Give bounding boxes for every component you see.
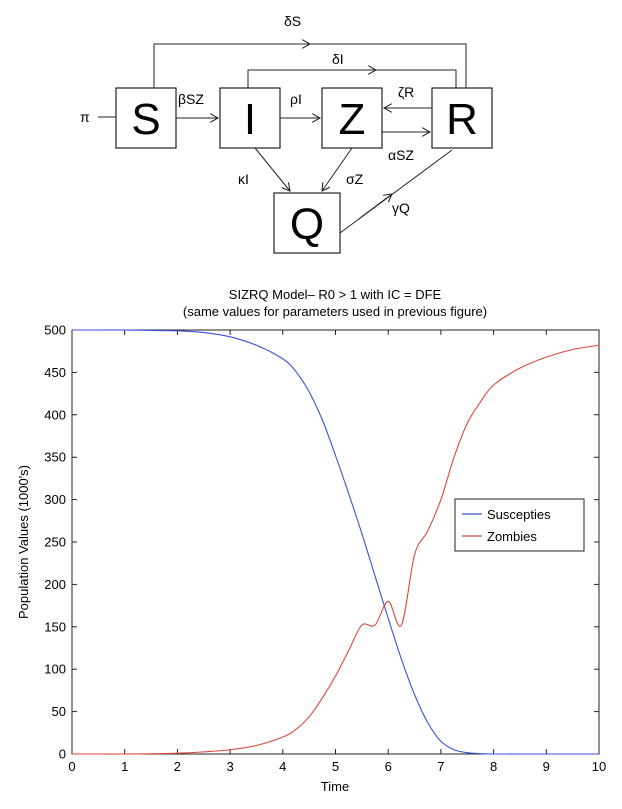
y-tick-label: 450 bbox=[44, 365, 66, 380]
rate-label-sigma-z: σZ bbox=[346, 171, 364, 187]
compartment-diagram: S I Z R Q bbox=[80, 13, 493, 254]
rate-label-zeta-r: ζR bbox=[398, 84, 414, 100]
node-box-r bbox=[431, 87, 493, 149]
y-tick-label: 350 bbox=[44, 450, 66, 465]
legend-label-suscepties: Suscepties bbox=[487, 507, 551, 522]
y-tick-label: 50 bbox=[52, 704, 66, 719]
x-tick-label: 8 bbox=[490, 759, 497, 774]
series-line-zombies bbox=[72, 344, 600, 755]
node-label-q: Q bbox=[290, 200, 324, 249]
x-tick-label: 2 bbox=[174, 759, 181, 774]
edge-sigma-z bbox=[322, 147, 353, 191]
y-tick-label: 150 bbox=[44, 619, 66, 634]
rate-label-rho-i: ρI bbox=[290, 91, 302, 107]
x-axis: 0 1 2 3 4 5 6 7 8 9 10 bbox=[68, 330, 606, 774]
x-tick-label: 6 bbox=[385, 759, 392, 774]
x-tick-label: 7 bbox=[437, 759, 444, 774]
chart-subtitle: (same values for parameters used in prev… bbox=[183, 304, 487, 319]
rate-label-gamma-q: γQ bbox=[392, 200, 410, 216]
node-label-i: I bbox=[244, 95, 256, 144]
rate-label-pi: π bbox=[80, 109, 90, 125]
edge-delta-s bbox=[153, 43, 467, 88]
legend-label-zombies: Zombies bbox=[487, 529, 537, 544]
edge-gamma-q bbox=[339, 149, 453, 234]
line-chart: SIZRQ Model– R0 > 1 with IC = DFE (same … bbox=[16, 287, 606, 794]
y-tick-label: 200 bbox=[44, 577, 66, 592]
x-tick-label: 5 bbox=[332, 759, 339, 774]
y-tick-label: 100 bbox=[44, 662, 66, 677]
legend-box bbox=[454, 498, 585, 552]
node-box-i bbox=[219, 87, 281, 149]
rate-label-kappa-i: κI bbox=[238, 171, 249, 187]
node-box-z bbox=[321, 87, 383, 149]
edge-kappa-i bbox=[254, 147, 290, 191]
legend: Suscepties Zombies bbox=[454, 498, 585, 552]
rate-label-delta-s: δS bbox=[284, 13, 301, 29]
node-label-z: Z bbox=[339, 95, 366, 144]
chart-title: SIZRQ Model– R0 > 1 with IC = DFE bbox=[229, 287, 442, 302]
rate-label-delta-i: δI bbox=[332, 51, 344, 67]
y-tick-label: 0 bbox=[59, 747, 66, 762]
x-axis-label: Time bbox=[321, 779, 349, 794]
y-tick-label: 500 bbox=[44, 323, 66, 338]
series-line-suscepties bbox=[72, 329, 599, 755]
y-tick-label: 300 bbox=[44, 492, 66, 507]
x-tick-label: 4 bbox=[279, 759, 286, 774]
node-label-r: R bbox=[446, 95, 478, 144]
edge-gamma-q-arrow bbox=[359, 194, 392, 219]
series-lines bbox=[72, 329, 600, 755]
rate-label-alpha-sz: αSZ bbox=[388, 147, 414, 163]
x-tick-label: 1 bbox=[121, 759, 128, 774]
x-tick-label: 10 bbox=[592, 759, 606, 774]
x-tick-label: 9 bbox=[543, 759, 550, 774]
edge-delta-i bbox=[247, 69, 457, 88]
x-tick-label: 0 bbox=[68, 759, 75, 774]
y-axis: 0 50 100 150 200 250 300 350 400 450 500 bbox=[44, 323, 599, 762]
y-tick-label: 250 bbox=[44, 535, 66, 550]
rate-label-beta-sz: βSZ bbox=[178, 91, 204, 107]
node-box-s bbox=[115, 87, 177, 149]
y-tick-label: 400 bbox=[44, 407, 66, 422]
node-label-s: S bbox=[131, 95, 160, 144]
node-box-q bbox=[273, 192, 341, 254]
x-tick-label: 3 bbox=[226, 759, 233, 774]
y-axis-label: Population Values (1000's) bbox=[16, 465, 31, 619]
